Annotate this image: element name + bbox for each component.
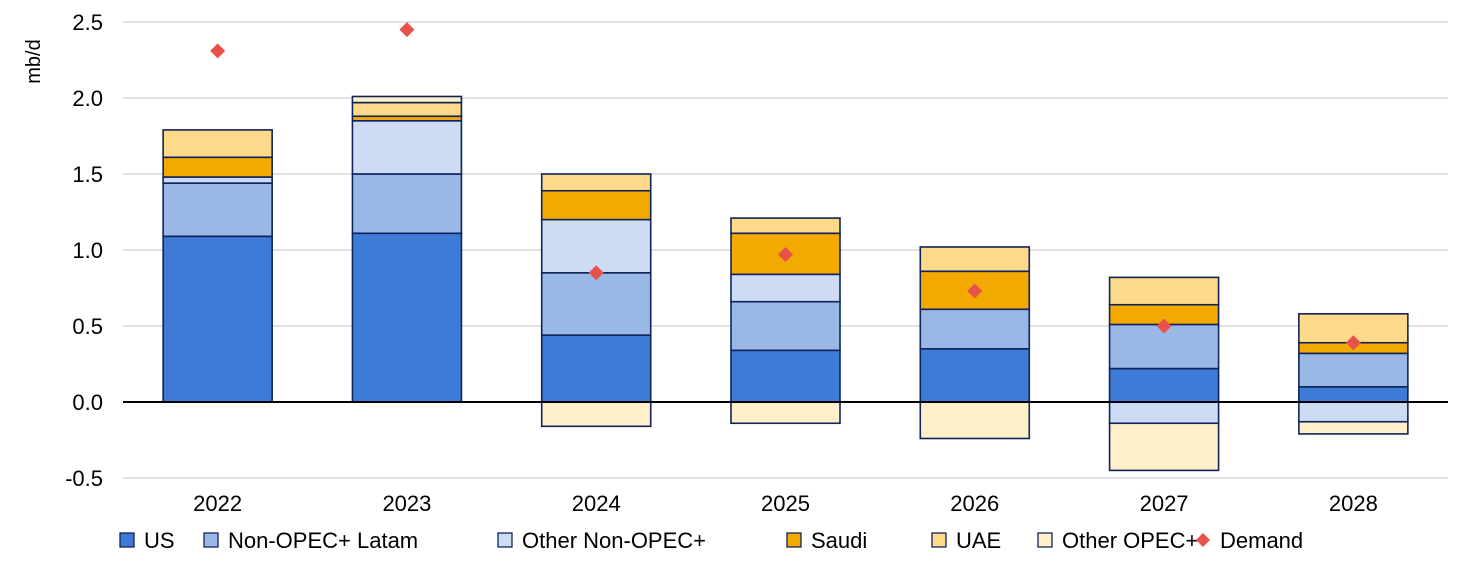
bar-other-opec--2027 (1110, 423, 1219, 470)
bar-other-opec--2026 (920, 402, 1029, 438)
bar-non-opec-latam-2022 (163, 183, 272, 236)
bar-other-opec--2025 (731, 402, 840, 423)
bar-other-non-opec--2028 (1299, 402, 1408, 422)
legend-label-non-opec-latam: Non-OPEC+ Latam (228, 528, 418, 553)
y-tick-label: -0.5 (65, 466, 103, 491)
bar-other-non-opec--2027 (1110, 402, 1219, 423)
bar-us-2023 (352, 233, 461, 402)
bar-us-2024 (542, 335, 651, 402)
bar-non-opec-latam-2023 (352, 174, 461, 233)
legend: US Non-OPEC+ Latam Other Non-OPEC+ Saudi UAE… (120, 528, 1303, 553)
bar-non-opec-latam-2026 (920, 309, 1029, 349)
bar-uae-2026 (920, 247, 1029, 271)
bar-uae-2023 (352, 103, 461, 117)
bar-us-2026 (920, 349, 1029, 402)
x-tick-label: 2028 (1329, 491, 1378, 516)
bar-other-opec--2023 (352, 96, 461, 102)
bar-us-2027 (1110, 369, 1219, 402)
bar-other-non-opec--2023 (352, 121, 461, 174)
demand-marker-2023 (399, 22, 414, 37)
legend-label-uae: UAE (956, 528, 1001, 553)
legend-label-other-non-opec-: Other Non-OPEC+ (522, 528, 706, 553)
bar-us-2028 (1299, 387, 1408, 402)
bar-non-opec-latam-2024 (542, 273, 651, 335)
bar-non-opec-latam-2028 (1299, 353, 1408, 386)
legend-swatch-us (120, 533, 134, 547)
bar-uae-2025 (731, 218, 840, 233)
legend-label-other-opec-: Other OPEC+ (1062, 528, 1198, 553)
bar-us-2025 (731, 350, 840, 402)
legend-swatch-other-opec- (1038, 533, 1052, 547)
legend-swatch-uae (932, 533, 946, 547)
bar-other-non-opec--2025 (731, 274, 840, 301)
legend-label-us: US (144, 528, 175, 553)
y-axis-title: mb/d (23, 39, 45, 83)
bar-other-opec--2028 (1299, 422, 1408, 434)
y-tick-label: 2.0 (72, 86, 103, 111)
bar-uae-2027 (1110, 277, 1219, 304)
x-tick-label: 2025 (761, 491, 810, 516)
bar-saudi-2024 (542, 191, 651, 220)
y-tick-label: 0.5 (72, 314, 103, 339)
x-tick-label: 2022 (193, 491, 242, 516)
legend-swatch-saudi (787, 533, 801, 547)
bar-other-opec--2024 (542, 402, 651, 426)
bar-uae-2022 (163, 130, 272, 157)
bar-us-2022 (163, 236, 272, 402)
x-tick-label: 2026 (950, 491, 999, 516)
y-tick-label: 0.0 (72, 390, 103, 415)
bar-saudi-2022 (163, 157, 272, 177)
y-tick-label: 2.5 (72, 10, 103, 35)
legend-swatch-non-opec-latam (204, 533, 218, 547)
x-tick-label: 2027 (1140, 491, 1189, 516)
y-tick-label: 1.5 (72, 162, 103, 187)
bar-uae-2024 (542, 174, 651, 191)
x-tick-label: 2024 (572, 491, 621, 516)
legend-swatch-other-non-opec- (498, 533, 512, 547)
legend-label-saudi: Saudi (811, 528, 867, 553)
bars (163, 96, 1408, 470)
bar-non-opec-latam-2025 (731, 302, 840, 351)
x-tick-label: 2023 (382, 491, 431, 516)
bar-other-non-opec--2024 (542, 220, 651, 273)
bar-other-non-opec--2022 (163, 177, 272, 183)
legend-label-demand: Demand (1220, 528, 1303, 553)
demand-marker-2022 (210, 43, 225, 58)
y-tick-label: 1.0 (72, 238, 103, 263)
